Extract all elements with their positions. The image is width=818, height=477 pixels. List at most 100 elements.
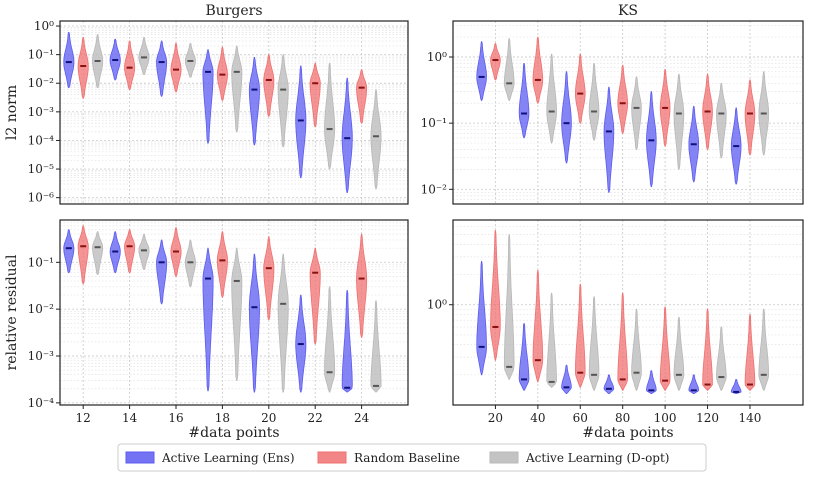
- grid: [60, 21, 408, 204]
- violin-random-18: [216, 231, 228, 298]
- violin-random-20: [263, 54, 275, 117]
- legend: Active Learning (Ens) Random Baseline Acti…: [117, 443, 707, 472]
- legend-label-2: Active Learning (D-opt): [525, 451, 669, 465]
- violins: [476, 36, 769, 193]
- violin-dopt-60: [588, 296, 600, 391]
- panel-ks-l2: 10⁻² 10⁻¹ 10⁰ KS: [421, 3, 804, 205]
- violin-ens-16: [156, 40, 168, 97]
- violin-dopt-24: [370, 300, 382, 393]
- x-tick-label: 80: [615, 411, 630, 425]
- violin-random-40: [532, 270, 544, 383]
- violin-dopt-22: [324, 62, 336, 170]
- legend-box: [117, 443, 707, 472]
- violin-dopt-80: [631, 76, 642, 150]
- violin-dopt-14: [138, 37, 150, 75]
- violin-random-20: [490, 230, 501, 361]
- y-tick-label: 10⁻⁴: [28, 133, 55, 147]
- violins: [476, 230, 769, 394]
- y-axis-label: relative residual: [4, 254, 20, 371]
- violin-ens-18: [202, 247, 214, 392]
- violin-ens-20: [248, 253, 260, 393]
- y-tick-label: 10⁰: [34, 19, 54, 33]
- violin-random-20: [263, 236, 275, 320]
- violin-ens-24: [341, 290, 353, 393]
- y-tick-label: 10⁻⁴: [28, 396, 55, 410]
- violin-ens-18: [202, 49, 214, 144]
- legend-swatch-1: [317, 451, 347, 464]
- violin-random-60: [575, 53, 586, 124]
- violin-ens-22: [295, 65, 307, 179]
- x-tick-label: 140: [739, 411, 762, 425]
- violin-ens-16: [156, 239, 168, 305]
- violin-dopt-12: [92, 231, 104, 275]
- violin-ens-100: [646, 91, 657, 187]
- violin-ens-20: [476, 261, 487, 376]
- violin-ens-80: [603, 86, 615, 193]
- x-tick-label: 14: [122, 411, 138, 425]
- violin-dopt-140: [758, 308, 769, 391]
- violin-dopt-24: [370, 89, 382, 190]
- x-tick-label: 20: [488, 411, 503, 425]
- violin-dopt-120: [716, 82, 727, 159]
- y-ticks: 10⁻⁴ 10⁻³ 10⁻² 10⁻¹: [28, 255, 60, 410]
- y-tick-label: 10⁻¹: [421, 116, 447, 130]
- violin-ens-120: [688, 374, 699, 394]
- violin-random-80: [617, 292, 629, 391]
- panel-ks-residual: 10⁰ 20 40 60 80 100 120 140 #data points: [427, 219, 804, 441]
- x-tick-label: 24: [354, 411, 370, 425]
- x-ticks: 20 40 60 80 100 120 140: [488, 405, 762, 425]
- y-tick-label: 10⁻²: [28, 76, 55, 90]
- y-tick-label: 10⁻⁶: [28, 191, 55, 205]
- violin-ens-20: [476, 41, 487, 101]
- violin-dopt-14: [138, 233, 150, 270]
- violin-dopt-20: [277, 54, 289, 148]
- violin-random-100: [659, 306, 671, 391]
- violins: [63, 32, 382, 193]
- violin-dopt-80: [631, 308, 642, 391]
- violin-ens-80: [603, 374, 615, 394]
- violin-dopt-100: [673, 316, 685, 391]
- violin-random-22: [309, 62, 321, 128]
- x-tick-label: 60: [573, 411, 588, 425]
- y-ticks: 10⁰: [427, 298, 453, 312]
- violin-dopt-16: [184, 239, 196, 288]
- violin-ens-40: [518, 323, 530, 391]
- violin-random-24: [356, 233, 368, 338]
- legend-swatch-0: [125, 451, 155, 464]
- violin-ens-12: [63, 229, 75, 274]
- violin-random-24: [356, 69, 368, 124]
- plot-frame: [452, 20, 804, 205]
- plot-frame: [59, 20, 409, 205]
- y-tick-label: 10⁻¹: [28, 255, 54, 269]
- violin-dopt-60: [588, 63, 600, 141]
- panel-title: Burgers: [205, 3, 262, 19]
- y-ticks: 10⁻² 10⁻¹ 10⁰: [421, 50, 453, 196]
- violin-random-12: [77, 37, 89, 99]
- y-tick-label: 10⁻²: [28, 302, 55, 316]
- violin-dopt-22: [324, 286, 336, 393]
- x-tick-label: 16: [168, 411, 183, 425]
- y-tick-label: 10⁰: [427, 50, 447, 64]
- violin-dopt-20: [277, 253, 289, 393]
- legend-label-0: Active Learning (Ens): [161, 451, 295, 465]
- y-tick-label: 10⁻⁵: [28, 162, 55, 176]
- y-axis-label: l2 norm: [4, 85, 20, 140]
- violin-ens-40: [518, 63, 530, 139]
- violin-dopt-18: [231, 247, 243, 381]
- violin-dopt-40: [546, 53, 557, 144]
- x-tick-label: 22: [308, 411, 323, 425]
- panel-burgers-residual: 10⁻⁴ 10⁻³ 10⁻² 10⁻¹ 12 14 16 18 20 22 24 #data poin…: [4, 219, 409, 441]
- violin-random-16: [170, 42, 182, 93]
- violin-random-12: [77, 225, 89, 285]
- violin-random-120: [702, 308, 713, 391]
- x-tick-label: 20: [261, 411, 276, 425]
- panel-title: KS: [618, 3, 638, 19]
- violin-ens-12: [63, 32, 75, 89]
- violin-random-14: [124, 40, 136, 90]
- violin-random-80: [617, 64, 628, 134]
- legend-label-1: Random Baseline: [354, 451, 460, 465]
- y-tick-label: 10⁻¹: [28, 48, 54, 62]
- violin-ens-24: [341, 77, 353, 193]
- x-tick-label: 120: [696, 411, 719, 425]
- violin-random-20: [490, 43, 501, 81]
